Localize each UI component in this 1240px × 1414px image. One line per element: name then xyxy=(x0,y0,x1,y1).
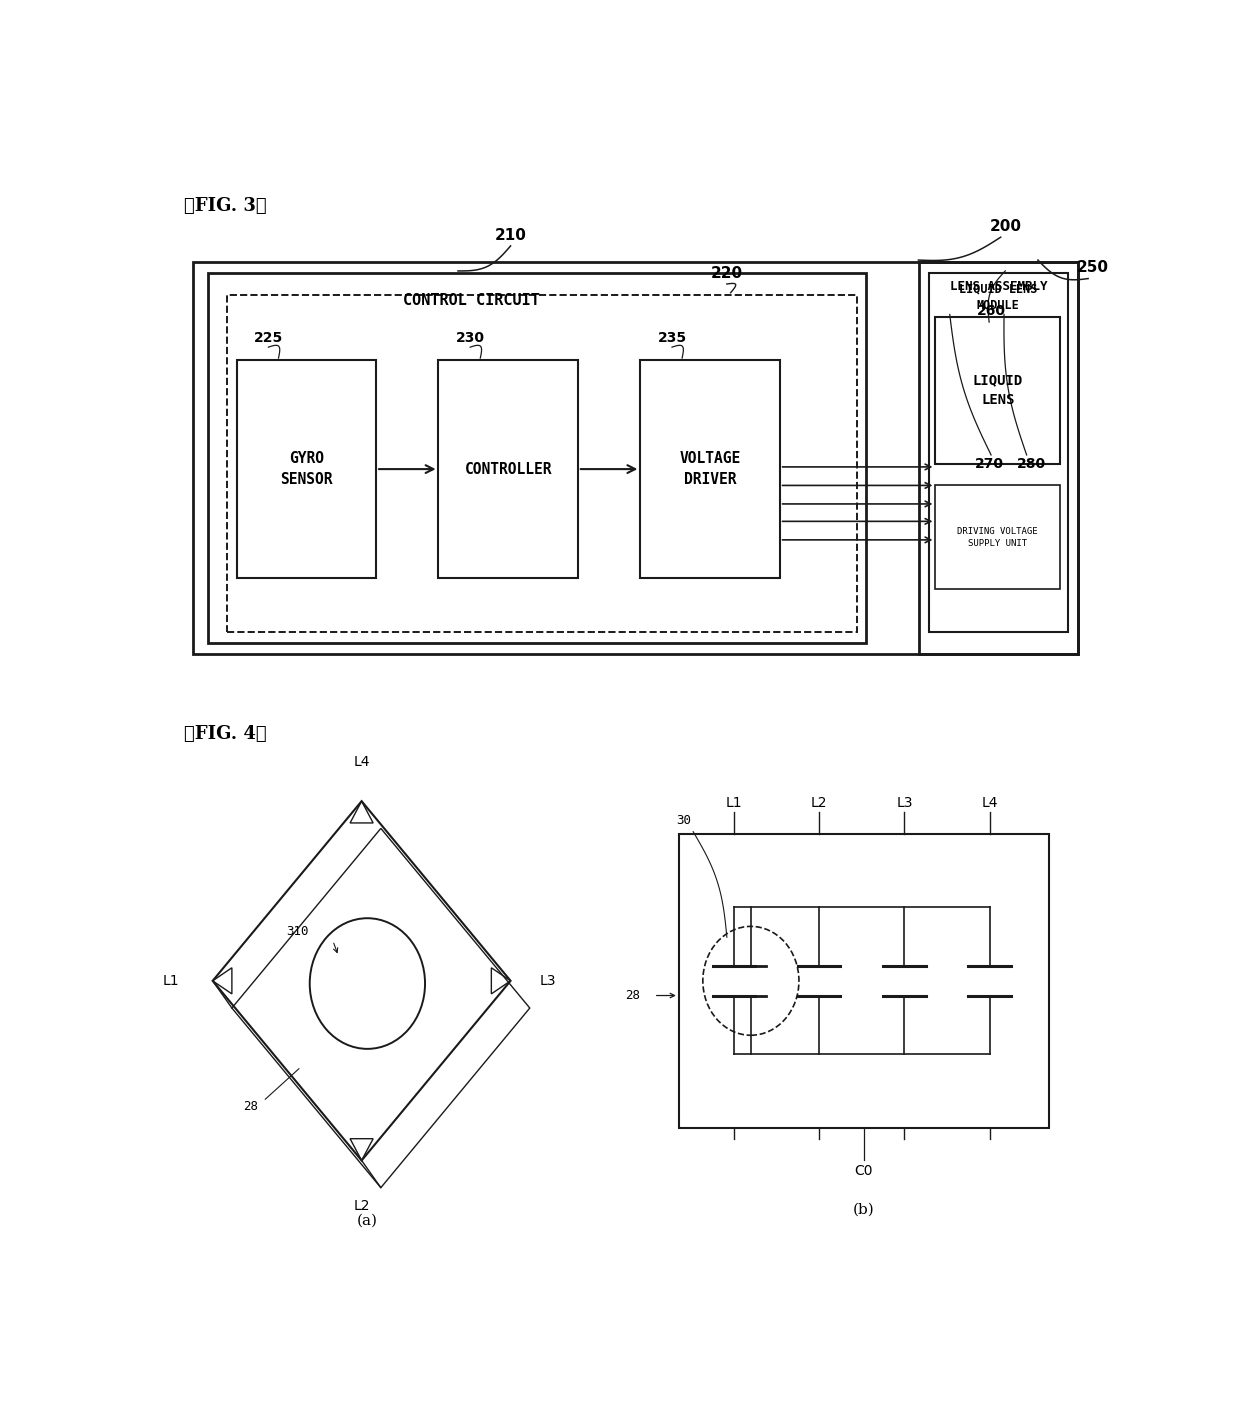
Bar xyxy=(919,262,1078,655)
Text: CONTROLLER: CONTROLLER xyxy=(465,461,552,477)
Text: 「FIG. 4」: 「FIG. 4」 xyxy=(184,725,267,742)
Text: 270: 270 xyxy=(975,457,1003,471)
Text: 「FIG. 3」: 「FIG. 3」 xyxy=(184,197,267,215)
Text: LIQUID
LENS: LIQUID LENS xyxy=(972,373,1023,407)
Text: LIQUID LENS
MODULE: LIQUID LENS MODULE xyxy=(959,281,1038,312)
Text: CONTROL CIRCUIT: CONTROL CIRCUIT xyxy=(403,293,539,308)
Text: 280: 280 xyxy=(1017,457,1047,471)
Text: DRIVING VOLTAGE
SUPPLY UNIT: DRIVING VOLTAGE SUPPLY UNIT xyxy=(957,527,1038,547)
Text: (a): (a) xyxy=(357,1213,378,1227)
Text: 28: 28 xyxy=(625,988,640,1003)
Text: 28: 28 xyxy=(243,1100,258,1113)
Bar xyxy=(640,361,780,578)
Text: 220: 220 xyxy=(711,266,743,280)
Text: L1: L1 xyxy=(162,974,179,988)
Bar xyxy=(237,361,376,578)
Text: VOLTAGE
DRIVER: VOLTAGE DRIVER xyxy=(680,451,740,486)
Text: C0: C0 xyxy=(854,1164,873,1178)
Bar xyxy=(227,296,857,632)
Bar xyxy=(935,317,1060,464)
Text: L3: L3 xyxy=(539,974,556,988)
Text: L2: L2 xyxy=(811,796,827,810)
Bar xyxy=(439,361,578,578)
Bar xyxy=(193,262,1078,655)
Text: L1: L1 xyxy=(725,796,743,810)
Text: GYRO
SENSOR: GYRO SENSOR xyxy=(280,451,332,486)
Text: 30: 30 xyxy=(676,814,691,827)
Text: LENS ASSEMBLY: LENS ASSEMBLY xyxy=(950,280,1047,293)
Text: 310: 310 xyxy=(286,925,309,939)
Text: L3: L3 xyxy=(897,796,913,810)
Text: L4: L4 xyxy=(353,755,370,768)
Text: 250: 250 xyxy=(1076,260,1109,276)
Text: 225: 225 xyxy=(254,331,283,345)
Text: L2: L2 xyxy=(353,1199,370,1213)
Text: 210: 210 xyxy=(495,228,527,243)
Bar xyxy=(935,485,1060,588)
Bar xyxy=(208,273,867,643)
Text: 230: 230 xyxy=(456,331,485,345)
Bar xyxy=(929,273,1068,632)
Bar xyxy=(678,834,1049,1128)
Text: 260: 260 xyxy=(977,304,1006,318)
Text: 200: 200 xyxy=(990,219,1022,233)
Text: (b): (b) xyxy=(853,1202,874,1216)
Text: 235: 235 xyxy=(657,331,687,345)
Text: L4: L4 xyxy=(981,796,998,810)
